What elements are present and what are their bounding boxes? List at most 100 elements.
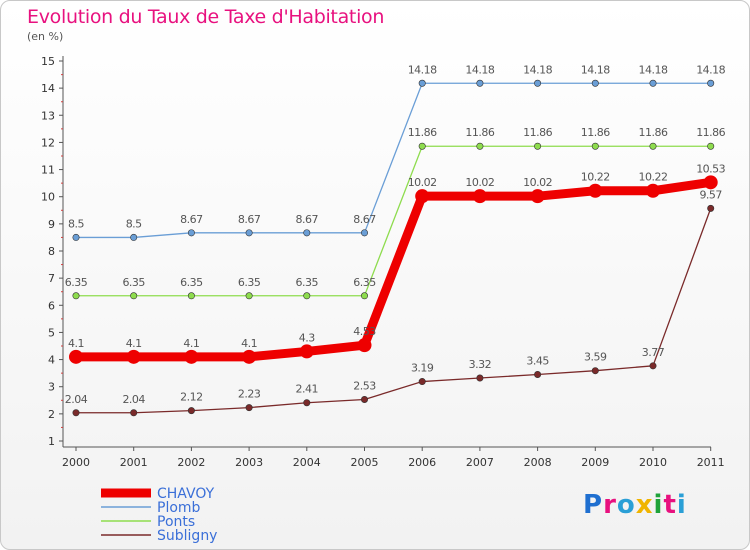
x-tick-label: 2011 — [697, 456, 725, 469]
data-point — [707, 79, 715, 87]
data-label: 3.45 — [526, 355, 549, 368]
data-point — [476, 374, 484, 382]
logo-letter: i — [676, 490, 687, 520]
data-point — [707, 142, 715, 150]
data-point — [588, 183, 603, 198]
data-label: 2.53 — [353, 379, 376, 392]
data-label: 10.02 — [523, 176, 552, 189]
y-tick-label: 2 — [48, 408, 55, 421]
data-point — [303, 399, 311, 407]
series-line-plomb — [75, 82, 712, 239]
data-point — [187, 229, 195, 237]
legend-label-ponts: Ponts — [157, 514, 195, 530]
data-point — [418, 378, 426, 386]
x-tick-label: 2010 — [639, 456, 667, 469]
data-point — [303, 292, 311, 300]
y-tick-label: 9 — [48, 218, 55, 231]
data-label: 6.35 — [238, 276, 261, 289]
data-label: 4.1 — [68, 337, 84, 350]
data-label: 4.1 — [241, 337, 257, 350]
data-label: 11.86 — [465, 126, 494, 139]
data-label: 8.67 — [296, 213, 319, 226]
data-point — [476, 142, 484, 150]
data-label: 8.67 — [353, 213, 376, 226]
data-label: 10.22 — [581, 171, 610, 184]
data-label: 3.19 — [411, 362, 434, 375]
data-label: 4.3 — [299, 331, 315, 344]
y-tick-label: 11 — [41, 164, 55, 177]
data-label: 10.53 — [696, 162, 725, 175]
data-point — [130, 409, 138, 417]
data-point — [649, 79, 657, 87]
logo-letter: i — [653, 490, 664, 520]
data-point — [534, 79, 542, 87]
y-tick-label: 8 — [48, 245, 55, 258]
x-tick-label: 2006 — [408, 456, 436, 469]
data-label: 6.35 — [353, 276, 376, 289]
data-label: 8.67 — [180, 213, 203, 226]
proxiti-logo: Proxiti — [583, 490, 687, 520]
data-point — [184, 349, 199, 364]
data-label: 2.04 — [65, 393, 88, 406]
logo-letter: o — [616, 490, 636, 520]
data-point — [360, 292, 368, 300]
legend-label-plomb: Plomb — [157, 500, 201, 516]
data-label: 10.22 — [639, 171, 668, 184]
data-point — [530, 189, 545, 204]
data-point — [476, 79, 484, 87]
data-point — [360, 395, 368, 403]
data-point — [245, 292, 253, 300]
series-line-ponts — [75, 145, 712, 297]
data-point — [703, 175, 718, 190]
data-point — [534, 142, 542, 150]
data-label: 6.35 — [122, 276, 145, 289]
series-line-chavoy — [71, 177, 716, 362]
chart-title: Evolution du Taux de Taxe d'Habitation — [27, 6, 385, 28]
data-label: 8.5 — [126, 217, 142, 230]
x-tick-label: 2007 — [466, 456, 494, 469]
data-point — [649, 142, 657, 150]
data-point — [72, 292, 80, 300]
data-label: 6.35 — [65, 276, 88, 289]
y-tick-label: 13 — [41, 109, 55, 122]
y-tick-label: 3 — [48, 381, 55, 394]
data-label: 6.35 — [180, 276, 203, 289]
data-point — [72, 233, 80, 241]
logo-letter: x — [635, 490, 654, 520]
data-label: 11.86 — [523, 126, 552, 139]
y-tick-label: 6 — [48, 299, 55, 312]
data-label: 11.86 — [581, 126, 610, 139]
data-label: 14.18 — [408, 63, 437, 76]
data-label: 4.1 — [126, 337, 142, 350]
data-point — [126, 349, 141, 364]
data-label: 10.02 — [465, 176, 494, 189]
logo-letter: r — [603, 490, 617, 520]
y-tick-label: 15 — [41, 55, 55, 68]
data-label: 8.67 — [238, 213, 261, 226]
y-tick-label: 12 — [41, 136, 55, 149]
x-tick-label: 2003 — [235, 456, 263, 469]
x-tick-label: 2008 — [524, 456, 552, 469]
data-point — [72, 409, 80, 417]
data-label: 4.53 — [353, 325, 376, 338]
data-point — [245, 229, 253, 237]
data-point — [360, 229, 368, 237]
data-label: 2.12 — [180, 391, 203, 404]
data-point — [418, 142, 426, 150]
data-point — [245, 404, 253, 412]
legend-label-chavoy: CHAVOY — [157, 486, 215, 502]
data-label: 3.77 — [642, 346, 665, 359]
data-label: 14.18 — [639, 63, 668, 76]
data-point — [415, 189, 430, 204]
data-point — [357, 338, 372, 353]
y-tick-label: 4 — [48, 354, 55, 367]
data-label: 14.18 — [465, 63, 494, 76]
x-tick-label: 2001 — [120, 456, 148, 469]
data-point — [130, 233, 138, 241]
y-tick-label: 10 — [41, 191, 55, 204]
x-tick-label: 2004 — [293, 456, 321, 469]
x-tick-label: 2009 — [581, 456, 609, 469]
logo-letter: t — [663, 490, 677, 520]
data-label: 2.04 — [122, 393, 145, 406]
